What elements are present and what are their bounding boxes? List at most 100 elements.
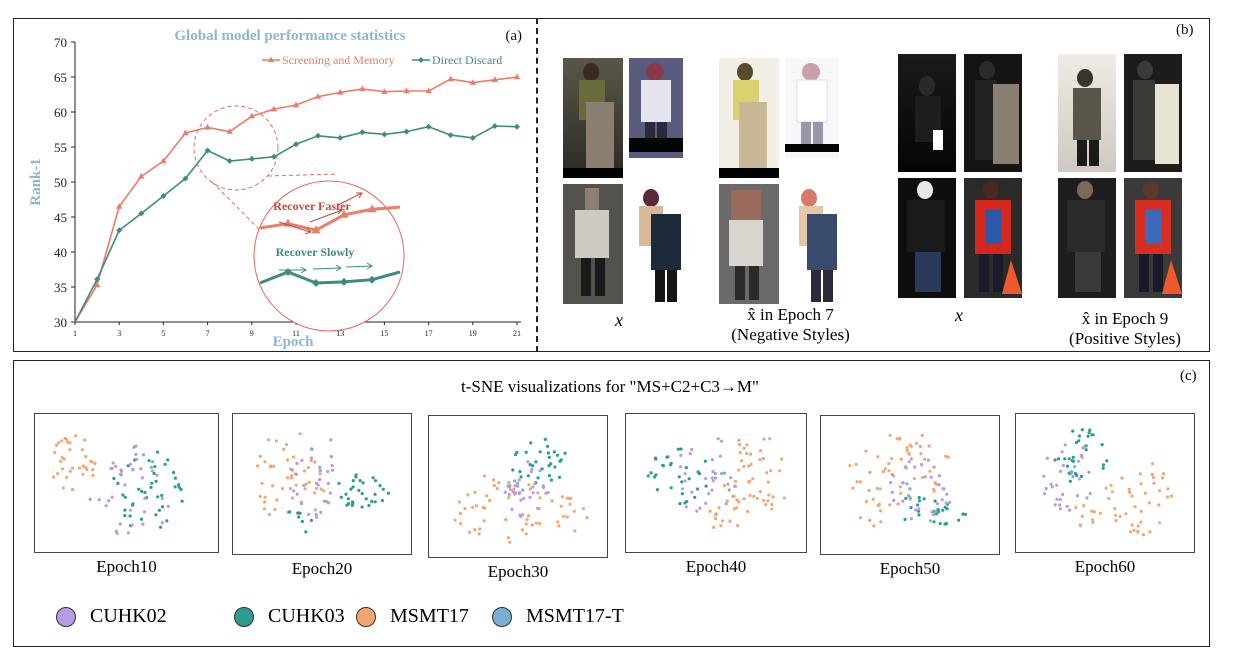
tsne-point (747, 464, 751, 468)
tsne-point (698, 506, 702, 510)
tsne-point (88, 497, 92, 501)
tsne-point (271, 484, 275, 488)
point-screening-memory (182, 129, 189, 136)
tsne-point (1068, 508, 1072, 512)
tsne-point (903, 517, 907, 522)
tsne-point (903, 465, 907, 469)
tsne-point (919, 452, 923, 456)
tsne-point (298, 432, 302, 436)
tsne-point (91, 473, 95, 477)
tsne-point (745, 452, 749, 456)
tsne-point (704, 477, 708, 481)
tsne-point (934, 512, 938, 516)
tsne-point (899, 457, 903, 461)
tsne-point (165, 519, 169, 523)
point-screening-memory (314, 93, 322, 99)
tsne-point (386, 491, 391, 495)
tsne-point (314, 486, 319, 490)
tsne-point (720, 472, 724, 476)
tsne-point (258, 494, 262, 499)
tsne-point (68, 448, 72, 452)
tsne-point (520, 513, 525, 517)
tsne-point (888, 503, 892, 507)
tsne-point (62, 457, 66, 461)
tsne-point (314, 512, 318, 517)
y-tick-label: 45 (54, 210, 67, 225)
tsne-point (901, 499, 905, 503)
tsne-point (71, 466, 75, 470)
person-image-grid (563, 54, 1182, 304)
tsne-point (294, 472, 298, 476)
tsne-point (163, 462, 167, 466)
tsne-point (553, 465, 557, 469)
tsne-point (1150, 472, 1154, 476)
tsne-point (688, 452, 692, 456)
tsne-point (118, 522, 122, 526)
tsne-point (123, 508, 127, 512)
x-tick-label: 9 (250, 329, 254, 338)
tsne-point (1128, 490, 1132, 494)
tsne-point (60, 467, 65, 471)
tsne-point (1098, 511, 1102, 515)
tsne-point (733, 484, 737, 488)
tsne-point (1158, 489, 1162, 493)
tsne-point (573, 529, 577, 533)
tsne-point (729, 476, 733, 480)
tsne-point (135, 457, 139, 461)
tsne-point (546, 444, 550, 448)
tsne-point (66, 440, 70, 444)
tsne-point (143, 496, 147, 500)
tsne-point (337, 481, 341, 485)
point-screening-memory (248, 112, 255, 119)
tsne-point (881, 470, 885, 474)
tsne-point (309, 458, 313, 463)
tsne-point (565, 515, 569, 519)
x-tick-label: 19 (469, 329, 477, 338)
tsne-point (871, 497, 875, 501)
tsne-point (51, 475, 56, 479)
recover-slowly-label: Recover Slowly (276, 245, 355, 259)
tsne-point (150, 469, 154, 473)
tsne-point (538, 450, 542, 454)
tsne-point (707, 492, 711, 496)
tsne-point (1074, 440, 1078, 445)
tsne-point (54, 443, 58, 447)
tsne-plot-5 (820, 415, 1000, 555)
tsne-point (507, 496, 511, 500)
tsne-point (758, 449, 763, 453)
tsne-point (537, 506, 541, 510)
tsne-point (267, 512, 271, 517)
tsne-point (547, 464, 551, 468)
tsne-point (1074, 506, 1078, 510)
tsne-point (719, 524, 723, 528)
tsne-point (864, 449, 868, 453)
tsne-point (516, 481, 520, 485)
tsne-point (303, 487, 307, 491)
tsne-point (557, 475, 562, 479)
tsne-point (361, 481, 365, 485)
tsne-point (173, 485, 177, 489)
tsne-point (766, 499, 770, 503)
photo-xhat-neg-3 (719, 184, 779, 304)
tsne-point (533, 482, 537, 486)
tsne-point (655, 488, 659, 492)
tsne-point (290, 468, 294, 472)
tsne-point (123, 495, 127, 499)
tsne-point (526, 514, 531, 518)
tsne-point (318, 468, 322, 472)
tsne-point (704, 501, 708, 505)
tsne-point (326, 469, 330, 474)
tsne-point (1150, 462, 1155, 466)
tsne-point (322, 489, 326, 493)
point-direct-discard (491, 123, 498, 129)
tsne-point (360, 492, 364, 496)
tsne-point (536, 491, 540, 495)
tsne-point (1088, 491, 1092, 496)
tsne-point (937, 474, 941, 478)
tsne-point (945, 507, 949, 511)
tsne-point (646, 474, 650, 478)
point-direct-discard (226, 158, 233, 164)
tsne-point (957, 518, 961, 522)
tsne-point (531, 491, 535, 495)
tsne-point (115, 531, 119, 535)
